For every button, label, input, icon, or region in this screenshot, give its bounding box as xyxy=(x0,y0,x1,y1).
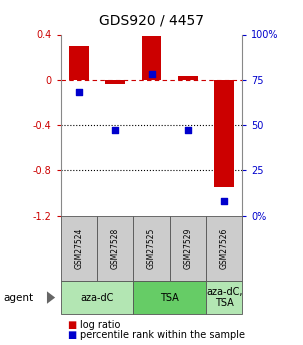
Text: GSM27524: GSM27524 xyxy=(74,228,83,269)
Bar xyxy=(206,216,242,281)
Point xyxy=(113,128,118,133)
Text: ■: ■ xyxy=(67,330,76,339)
Point xyxy=(222,198,227,204)
Text: percentile rank within the sample: percentile rank within the sample xyxy=(80,330,245,339)
Text: agent: agent xyxy=(3,293,33,303)
Text: aza-dC: aza-dC xyxy=(80,293,114,303)
Text: ■: ■ xyxy=(67,320,76,330)
Text: TSA: TSA xyxy=(160,293,179,303)
Bar xyxy=(97,216,133,281)
Text: GSM27529: GSM27529 xyxy=(183,228,192,269)
Polygon shape xyxy=(47,291,55,304)
Bar xyxy=(61,216,97,281)
Point xyxy=(185,128,190,133)
Text: GSM27525: GSM27525 xyxy=(147,228,156,269)
Text: log ratio: log ratio xyxy=(80,320,121,330)
Text: GDS920 / 4457: GDS920 / 4457 xyxy=(99,14,204,28)
Bar xyxy=(133,281,206,314)
Bar xyxy=(105,80,125,84)
Point xyxy=(76,90,81,95)
Bar xyxy=(133,216,170,281)
Bar xyxy=(214,80,234,187)
Text: GSM27526: GSM27526 xyxy=(220,228,229,269)
Bar xyxy=(178,76,198,80)
Text: aza-dC,
TSA: aza-dC, TSA xyxy=(206,287,242,308)
Bar xyxy=(170,216,206,281)
Text: GSM27528: GSM27528 xyxy=(111,228,120,269)
Bar xyxy=(61,281,133,314)
Bar xyxy=(206,281,242,314)
Point xyxy=(149,71,154,77)
Bar xyxy=(142,36,161,80)
Bar xyxy=(69,46,89,80)
